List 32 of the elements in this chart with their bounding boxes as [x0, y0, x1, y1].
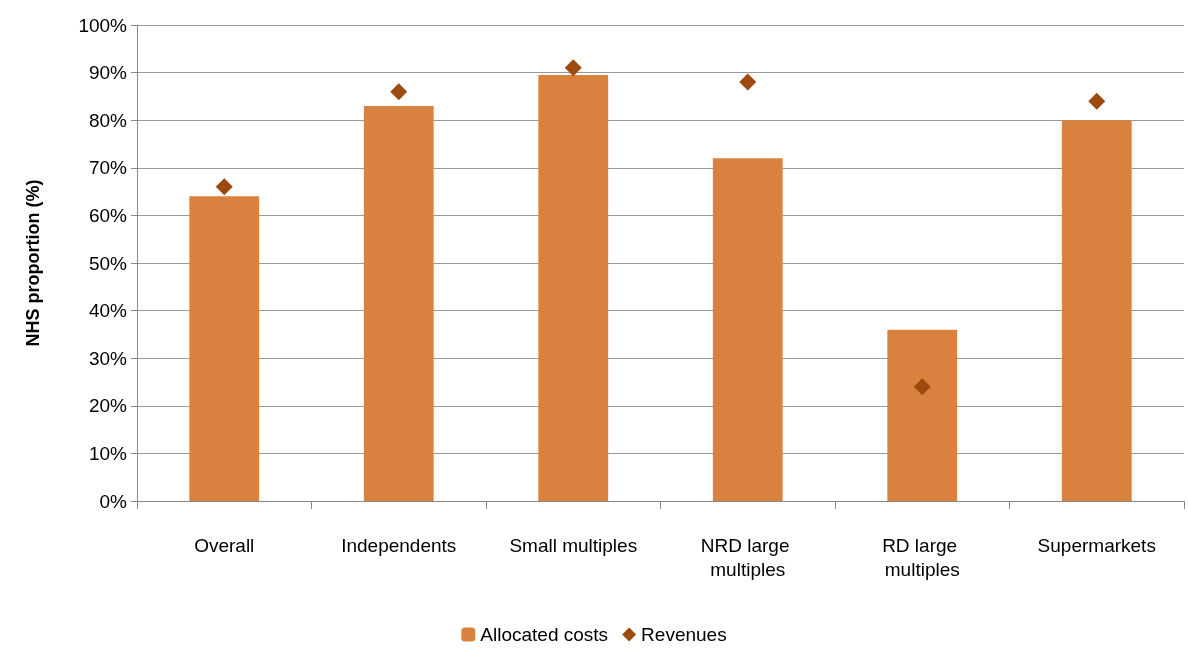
y-tick-label: 100% [78, 14, 128, 36]
point [913, 378, 931, 396]
y-tick-label: 30% [88, 347, 128, 369]
bar [712, 158, 783, 501]
x-tick-label: Supermarkets [1037, 534, 1156, 556]
y-tick-label: 80% [88, 109, 128, 131]
bar [1061, 120, 1132, 501]
bar [887, 329, 958, 501]
point [215, 178, 233, 196]
bar [538, 74, 609, 501]
point [564, 59, 582, 77]
bar [189, 196, 260, 501]
bar [363, 105, 434, 501]
y-tick-label: 60% [88, 204, 128, 226]
y-tick-label: 50% [88, 252, 128, 274]
y-tick-label: 0% [99, 490, 128, 512]
y-tick-label: 20% [88, 395, 128, 417]
x-tick-label: NRD large multiples [700, 534, 795, 580]
x-tick-label: Independents [341, 534, 457, 556]
y-tick-label: 70% [88, 157, 128, 179]
y-tick-label: 10% [88, 442, 128, 464]
point [739, 73, 757, 91]
x-tick-label: Overall [194, 534, 255, 556]
y-axis-title: NHS proportion (%) [23, 179, 43, 347]
legend-label: Revenues [641, 624, 727, 645]
legend-label: Allocated costs [480, 624, 609, 645]
y-tick-label: 40% [88, 300, 128, 322]
point [1088, 92, 1106, 110]
point [390, 83, 408, 101]
y-tick-label: 90% [88, 62, 128, 84]
x-tick-label: Small multiples [509, 534, 638, 556]
x-tick-label: RD large multiples [882, 534, 963, 580]
